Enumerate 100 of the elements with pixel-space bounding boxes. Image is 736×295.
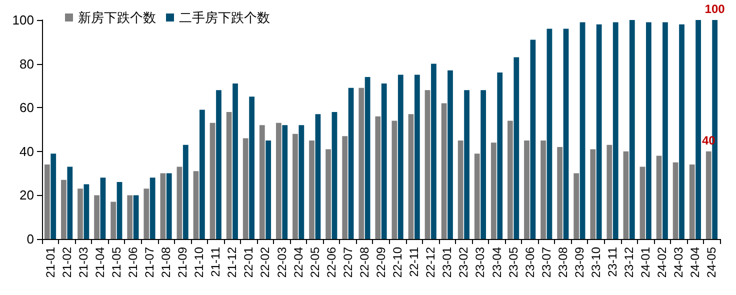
x-tick-label: 21-12 [225, 246, 240, 278]
x-tick-label: 23-04 [490, 246, 504, 278]
bar [78, 188, 83, 239]
x-tick-label: 21-02 [60, 246, 74, 278]
x-tick-label: 21-09 [176, 246, 190, 278]
bar [524, 140, 530, 239]
bar [398, 74, 404, 239]
bar [662, 22, 668, 239]
bar [540, 140, 546, 239]
bar [431, 64, 436, 239]
bar [232, 84, 238, 239]
bar [282, 125, 288, 239]
x-tick-label: 21-03 [76, 246, 90, 278]
bar [375, 116, 381, 239]
bar [166, 173, 172, 239]
bar [640, 166, 646, 239]
bar [342, 136, 348, 239]
data-label: 100 [704, 2, 726, 16]
x-tick-label: 23-10 [588, 246, 603, 278]
bar [309, 140, 314, 239]
bar [50, 154, 56, 239]
bar [200, 110, 205, 239]
bar [176, 166, 182, 239]
bar [364, 76, 370, 239]
x-tick-label: 22-04 [291, 246, 306, 278]
bar [508, 120, 513, 239]
bar [474, 154, 480, 239]
y-tick-label: 20 [20, 188, 34, 203]
bar [150, 178, 156, 239]
bar [348, 88, 354, 239]
bar [441, 103, 447, 239]
bar [514, 57, 520, 239]
bar [326, 149, 331, 239]
x-tick-label: 23-08 [556, 246, 570, 278]
bar [226, 112, 232, 239]
bar [133, 195, 139, 239]
bar [381, 84, 387, 239]
x-tick-label: 22-11 [407, 246, 422, 277]
bar [110, 202, 116, 239]
bar [259, 125, 265, 239]
bar [315, 114, 321, 239]
bar [557, 147, 562, 239]
x-tick-label: 23-05 [506, 246, 520, 278]
x-tick-label: 21-11 [208, 246, 223, 277]
x-tick-label: 21-08 [159, 246, 174, 278]
x-tick-label: 22-12 [424, 246, 438, 278]
bar [61, 180, 66, 239]
bar [530, 40, 536, 239]
bar [249, 96, 254, 239]
bar [358, 88, 364, 239]
x-tick-label: 22-03 [274, 246, 289, 278]
bar [706, 151, 712, 239]
bar [696, 20, 701, 239]
x-tick-label: 22-09 [374, 246, 388, 278]
bar [458, 140, 464, 239]
y-tick-label: 40 [20, 144, 34, 159]
x-tick-label: 21-05 [109, 246, 124, 278]
x-tick-label: 23-02 [456, 246, 471, 278]
bar [210, 122, 216, 239]
bar [276, 122, 282, 239]
x-tick-label: 24-04 [688, 246, 702, 278]
bar [127, 195, 133, 239]
bar [160, 173, 166, 239]
bar [116, 182, 122, 239]
bar [580, 22, 586, 239]
bar [490, 142, 496, 239]
y-tick-label: 0 [26, 232, 34, 246]
x-tick-label: 22-07 [340, 246, 355, 278]
x-tick-label: 23-09 [572, 246, 586, 278]
bar [266, 140, 272, 239]
bar [144, 188, 150, 239]
x-tick-label: 22-01 [242, 246, 256, 278]
bar [298, 125, 304, 239]
legend-label: 新房下跌个数 [78, 10, 156, 25]
bar [44, 164, 50, 239]
bar [596, 24, 602, 239]
bar [332, 112, 338, 239]
x-tick-label: 22-06 [324, 246, 338, 278]
legend-label: 二手房下跌个数 [179, 10, 270, 25]
bar [408, 114, 414, 239]
x-tick-label: 21-07 [142, 246, 156, 278]
bar [656, 156, 662, 239]
bar [590, 149, 596, 239]
bar [242, 138, 248, 239]
x-tick-label: 23-03 [473, 246, 488, 278]
bar [182, 144, 188, 239]
x-tick-label: 23-06 [522, 246, 537, 278]
y-tick-label: 100 [12, 12, 34, 28]
bar [424, 90, 430, 239]
bar [216, 90, 222, 239]
x-tick-label: 22-08 [357, 246, 372, 278]
bar [689, 164, 695, 239]
bar [563, 28, 569, 239]
y-tick-label: 80 [20, 56, 34, 72]
bar [100, 178, 106, 239]
x-tick-label: 24-01 [638, 246, 653, 278]
bar [646, 22, 652, 239]
bar [497, 72, 503, 239]
x-tick-label: 21-01 [43, 246, 58, 278]
x-tick-label: 23-07 [539, 246, 554, 278]
